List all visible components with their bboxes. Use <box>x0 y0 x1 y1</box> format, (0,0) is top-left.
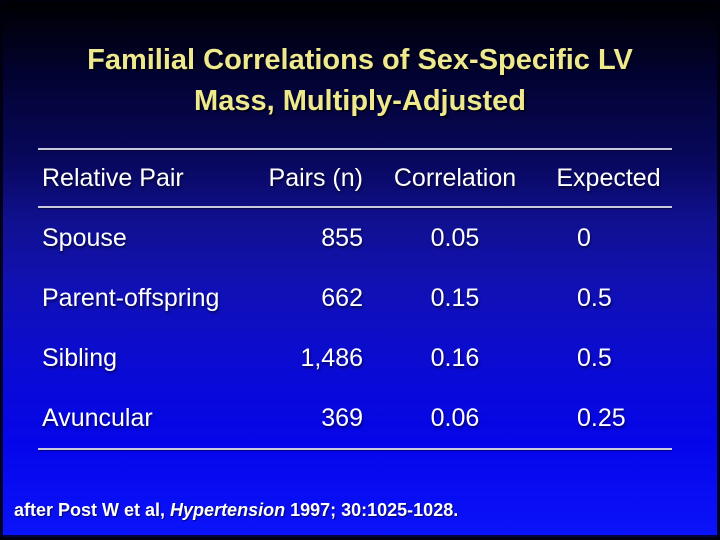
correlation-table: Relative Pair Pairs (n) Correlation Expe… <box>38 148 672 450</box>
cell-expected: 0.5 <box>577 343 612 372</box>
citation-suffix: 1997; 30:1025-1028. <box>285 500 459 520</box>
column-header-relative-pair: Relative Pair <box>42 163 184 192</box>
column-header-correlation: Correlation <box>393 163 517 192</box>
cell-expected: 0.5 <box>577 283 612 312</box>
cell-pairs-n: 1,486 <box>300 343 363 372</box>
cell-expected: 0.25 <box>577 403 626 432</box>
cell-relative-pair: Sibling <box>42 343 118 372</box>
table-bottom-rule <box>38 448 672 450</box>
table-row-avuncular: Avuncular 369 0.06 0.25 <box>38 388 672 448</box>
citation-prefix: after Post W et al, <box>14 500 171 520</box>
cell-pairs-n: 855 <box>321 223 363 252</box>
cell-expected: 0 <box>577 223 591 252</box>
cell-correlation: 0.15 <box>430 283 480 312</box>
cell-correlation: 0.06 <box>430 403 480 432</box>
slide-title-line-2: Mass, Multiply-Adjusted <box>194 85 526 117</box>
cell-correlation: 0.16 <box>430 343 480 372</box>
slide-title-line-1: Familial Correlations of Sex-Specific LV <box>87 44 633 76</box>
cell-relative-pair: Spouse <box>42 223 127 252</box>
cell-relative-pair: Parent-offspring <box>42 283 220 312</box>
cell-pairs-n: 662 <box>321 283 363 312</box>
cell-correlation: 0.05 <box>430 223 480 252</box>
column-header-expected: Expected <box>556 163 661 192</box>
cell-relative-pair: Avuncular <box>42 403 153 432</box>
slide-title: Familial Correlations of Sex-Specific LV… <box>0 40 720 122</box>
citation-line: after Post W et al, Hypertension 1997; 3… <box>14 498 458 522</box>
table-row-sibling: Sibling 1,486 0.16 0.5 <box>38 328 672 388</box>
table-row-spouse: Spouse 855 0.05 0 <box>38 208 672 268</box>
table-header-row: Relative Pair Pairs (n) Correlation Expe… <box>38 150 672 206</box>
cell-pairs-n: 369 <box>321 403 363 432</box>
column-header-pairs-n: Pairs (n) <box>268 163 363 192</box>
table-row-parent-offspring: Parent-offspring 662 0.15 0.5 <box>38 268 672 328</box>
table-header-rule <box>38 206 672 208</box>
table-top-rule <box>38 148 672 150</box>
citation-journal: Hypertension <box>170 500 286 520</box>
